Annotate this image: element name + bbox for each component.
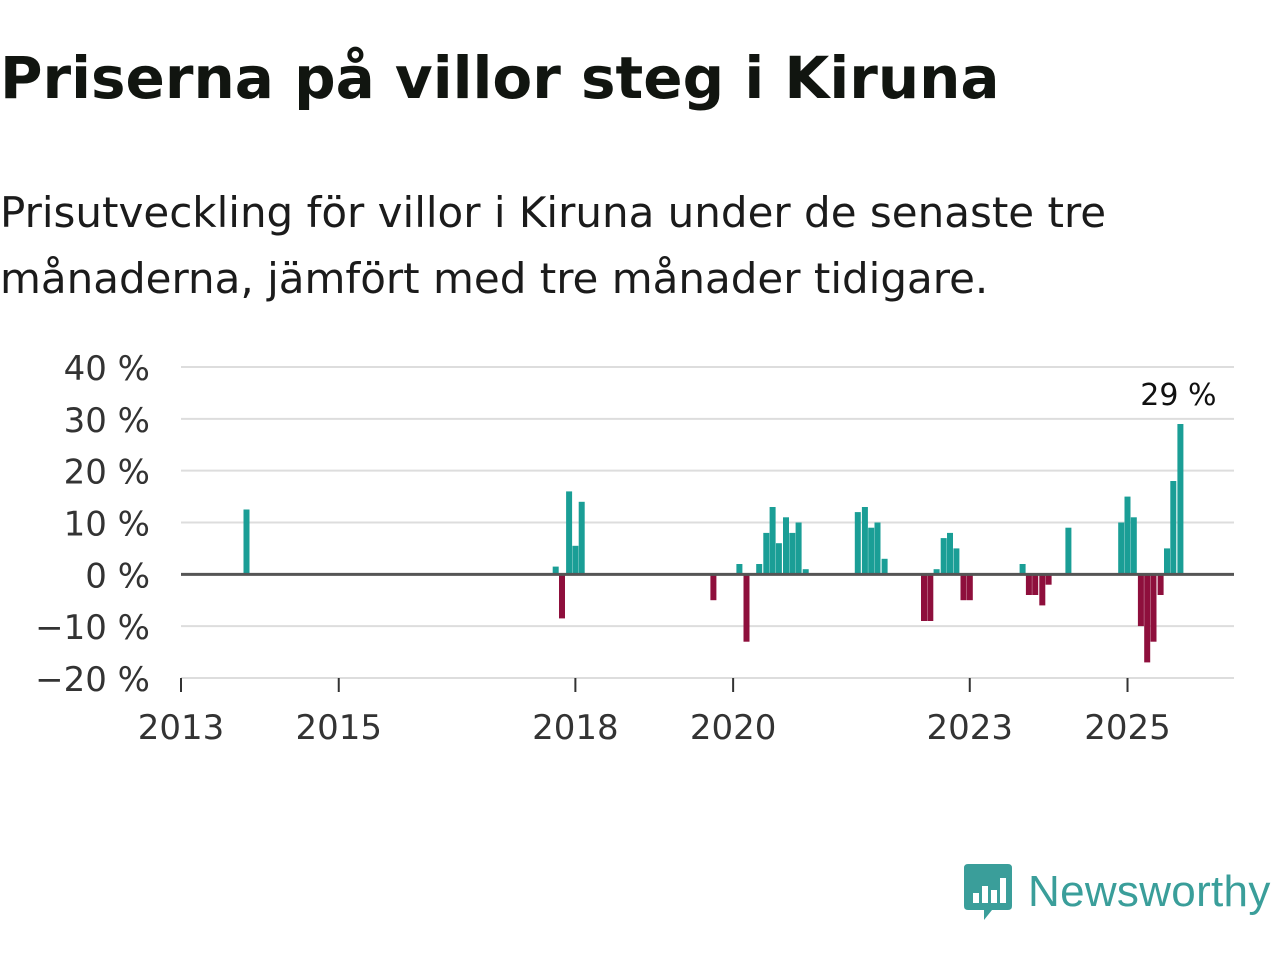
x-tick-label: 2023: [926, 708, 1013, 748]
annotation-label: 29 %: [1140, 378, 1216, 413]
annotations: 29 %: [1140, 378, 1216, 413]
newsworthy-bar-chart-logo-icon: [964, 864, 1012, 920]
bar: [559, 574, 565, 619]
bar: [933, 569, 940, 575]
bar: [868, 527, 875, 575]
bar: [1118, 522, 1125, 575]
y-tick-label: 40 %: [64, 349, 150, 389]
y-tick-label: −10 %: [35, 608, 150, 648]
bar: [960, 574, 967, 601]
bar: [874, 522, 881, 575]
bar: [1045, 574, 1052, 585]
bar: [1150, 574, 1157, 642]
y-tick-label: 20 %: [64, 453, 150, 493]
x-tick-label: 2018: [532, 708, 619, 748]
bar: [763, 532, 770, 575]
gridlines: [181, 366, 1234, 679]
bar: [940, 538, 947, 575]
bar: [1170, 481, 1177, 575]
bar: [566, 491, 573, 575]
bar: [1164, 548, 1170, 575]
bar: [775, 543, 782, 575]
bar: [710, 574, 717, 601]
bar: [1032, 574, 1039, 595]
bar: [243, 509, 250, 575]
chart-title: Priserna på villor steg i Kiruna: [0, 44, 1000, 112]
bar: [552, 566, 559, 575]
y-tick-label: 30 %: [64, 401, 150, 441]
bar: [1177, 424, 1184, 575]
newsworthy-logo: Newsworthy: [962, 862, 1271, 922]
bar: [1065, 527, 1072, 575]
bar: [756, 564, 763, 575]
bar: [789, 532, 796, 575]
bar: [783, 517, 789, 575]
x-axis: 2013 2015 2018 2020 2023 2025: [138, 678, 1171, 748]
y-tick-label: 0 %: [85, 556, 150, 596]
bars: [181, 424, 1234, 663]
bar: [795, 522, 802, 575]
bar: [802, 569, 809, 575]
x-tick-label: 2020: [690, 708, 777, 748]
newsworthy-logo-text: Newsworthy: [1028, 867, 1271, 916]
bar: [1157, 574, 1164, 595]
bar: [927, 574, 934, 621]
bar-chart: 40 %30 %20 %10 %0 %−10 %−20 % 2013 2015 20…: [35, 349, 1234, 748]
bar: [1130, 517, 1137, 575]
bar: [736, 564, 743, 575]
y-tick-label: −20 %: [35, 660, 150, 700]
bar: [743, 574, 750, 642]
y-tick-label: 10 %: [64, 505, 150, 545]
bar: [769, 507, 776, 575]
x-tick-label: 2025: [1084, 708, 1171, 748]
bar: [854, 512, 861, 575]
bar: [953, 548, 960, 575]
y-axis: 40 % 30 % 20 % 10 % 0 % −10 % −20 %: [35, 349, 150, 700]
bar: [1144, 574, 1151, 663]
bar: [966, 574, 973, 601]
bar: [861, 507, 868, 575]
bar: [572, 545, 579, 575]
chart-subtitle: Prisutveckling för villor i Kiruna under…: [0, 188, 1107, 303]
bar: [881, 558, 888, 575]
bar: [578, 501, 585, 575]
bar: [947, 532, 953, 575]
bar: [1124, 496, 1131, 575]
bar: [921, 574, 927, 621]
x-tick-label: 2013: [138, 708, 225, 748]
bar: [1025, 574, 1032, 595]
bar: [1039, 574, 1046, 606]
bar: [1137, 574, 1144, 627]
x-tick-label: 2015: [295, 708, 382, 748]
bar: [1019, 564, 1026, 575]
